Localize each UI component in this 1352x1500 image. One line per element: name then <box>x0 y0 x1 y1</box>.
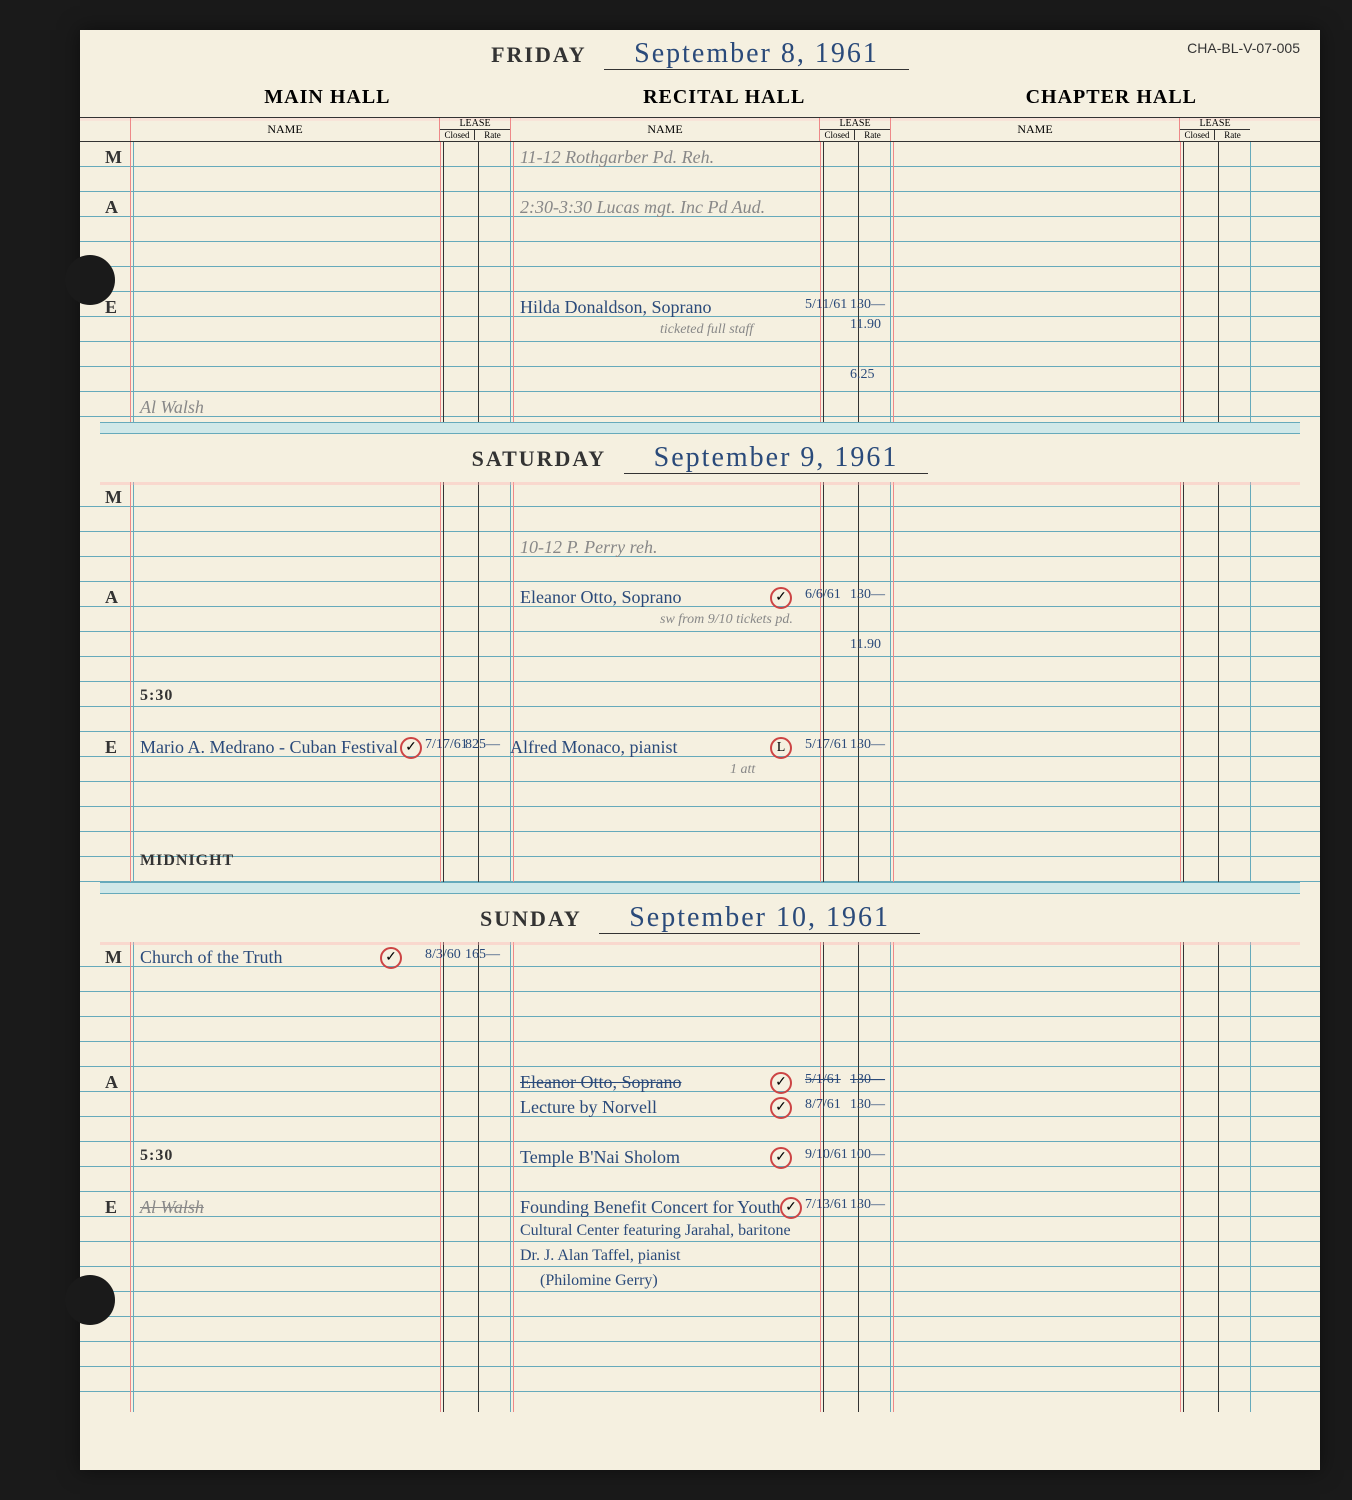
check-mark: ✓ <box>770 1147 792 1169</box>
entry: Al Walsh <box>140 397 204 418</box>
check-mark: ✓ <box>770 1097 792 1119</box>
friday-grid: M A E 11-12 Rothgarber Pd. Reh. 2:30-3:3… <box>80 142 1320 422</box>
friday-header: FRIDAY September 8, 1961 <box>80 30 1320 78</box>
col-name: NAME <box>130 118 440 141</box>
main-hall-header: MAIN HALL <box>129 78 526 117</box>
check-mark: ✓ <box>400 737 422 759</box>
binder-hole-icon <box>65 1275 115 1325</box>
check-mark: ✓ <box>770 1072 792 1094</box>
entry: 6.25 <box>850 367 875 383</box>
time-a: A <box>105 197 118 218</box>
check-mark: ✓ <box>770 587 792 609</box>
archive-id: CHA-BL-V-07-005 <box>1187 40 1300 56</box>
entry: 130— <box>850 297 885 313</box>
saturday-header: SATURDAY September 9, 1961 <box>80 434 1320 482</box>
sunday-grid: M A 5:30 E Church of the Truth ✓ 8/3/60 … <box>80 942 1320 1412</box>
day-label: FRIDAY <box>491 42 587 67</box>
time-e: E <box>105 297 117 318</box>
chapter-hall-header: CHAPTER HALL <box>923 78 1300 117</box>
entry: Hilda Donaldson, Soprano <box>520 297 711 318</box>
check-mark: ✓ <box>380 947 402 969</box>
sunday-header: SUNDAY September 10, 1961 <box>80 894 1320 942</box>
separator <box>100 422 1300 434</box>
entry: 11-12 Rothgarber Pd. Reh. <box>520 147 714 168</box>
ledger-page: CHA-BL-V-07-005 FRIDAY September 8, 1961… <box>80 30 1320 1470</box>
entry: 11.90 <box>850 317 881 333</box>
binder-hole-icon <box>65 255 115 305</box>
check-mark: ✓ <box>780 1197 802 1219</box>
col-lease: LEASE ClosedRate <box>440 118 510 141</box>
day-date: September 8, 1961 <box>604 38 909 70</box>
separator <box>100 882 1300 894</box>
recital-hall-header: RECITAL HALL <box>526 78 923 117</box>
entry: ticketed full staff <box>660 322 753 338</box>
time-m: M <box>105 147 122 168</box>
saturday-grid: M A 5:30 E MIDNIGHT 10-12 P. Perry reh. … <box>80 482 1320 882</box>
hall-headers: MAIN HALL RECITAL HALL CHAPTER HALL <box>80 78 1320 117</box>
check-mark: L <box>770 737 792 759</box>
entry: 5/11/61 <box>805 297 847 313</box>
column-headers: NAME LEASE ClosedRate NAME LEASE ClosedR… <box>80 117 1320 142</box>
entry: 2:30-3:30 Lucas mgt. Inc Pd Aud. <box>520 197 765 218</box>
